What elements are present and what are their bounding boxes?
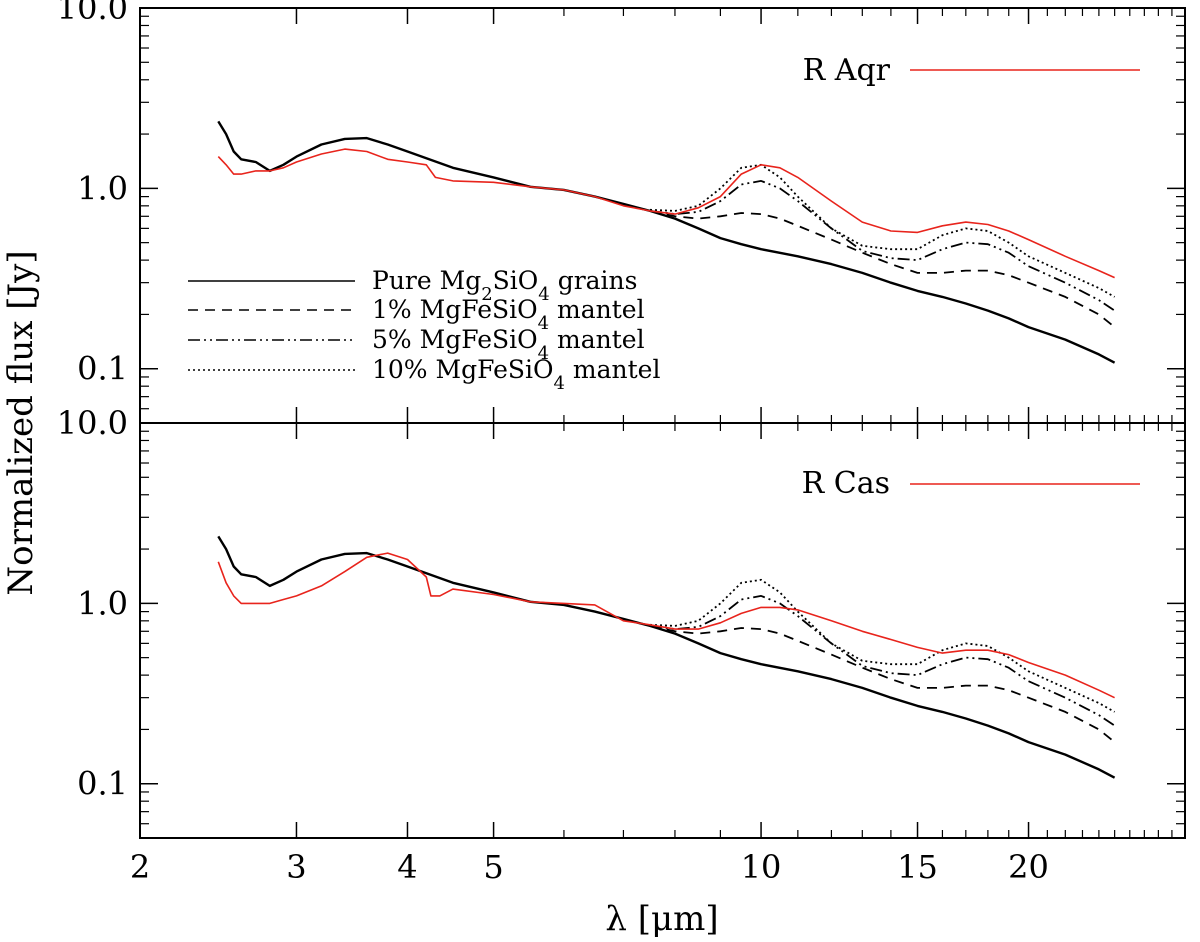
bottom-panel-model-curves xyxy=(217,535,1116,779)
y-tick-label: 0.1 xyxy=(77,350,128,388)
y-axis-label: Normalized flux [Jy] xyxy=(1,250,41,595)
bottom-panel-ticks xyxy=(139,422,1186,839)
x-tick-label: 20 xyxy=(1008,848,1049,886)
legend-label-10pct: 10% MgFeSiO4 mantel xyxy=(372,355,660,394)
top-panel-model-curves xyxy=(217,120,1116,364)
y-tick-label: 1.0 xyxy=(77,584,128,622)
top-panel-y-tick-labels: 0.1 1.0 10.0 xyxy=(57,0,128,388)
x-tick-labels: 2 3 4 5 10 15 20 xyxy=(130,848,1049,886)
observed-curve-r-cas xyxy=(217,552,1115,699)
bottom-panel-observed-curve xyxy=(217,552,1115,699)
legend-label-pure: Pure Mg2SiO4 grains xyxy=(372,266,637,305)
top-panel: 0.1 1.0 10.0 R Aqr Pure Mg2SiO4 grains 1% … xyxy=(57,0,1186,424)
y-tick-label: 0.1 xyxy=(77,765,128,803)
model-curve-solid xyxy=(217,120,1116,364)
model-curve-dashed xyxy=(649,625,1116,743)
x-tick-label: 3 xyxy=(286,848,306,886)
legend-entry-1pct: 1% MgFeSiO4 mantel xyxy=(188,295,645,334)
star-label-r-cas: R Cas xyxy=(802,466,890,501)
x-axis-label: λ [μm] xyxy=(605,899,718,939)
legend-label-1pct: 1% MgFeSiO4 mantel xyxy=(372,295,645,334)
y-tick-label: 10.0 xyxy=(57,404,128,442)
x-tick-label: 15 xyxy=(897,848,938,886)
top-panel-ticks xyxy=(139,7,1186,424)
y-tick-label: 10.0 xyxy=(57,0,128,27)
legend-label-5pct: 5% MgFeSiO4 mantel xyxy=(372,325,645,364)
model-curve-dotted xyxy=(649,163,1116,298)
model-curve-dashdotdot xyxy=(649,180,1116,312)
x-tick-label: 4 xyxy=(397,848,417,886)
legend-entry-pure: Pure Mg2SiO4 grains xyxy=(188,266,637,305)
star-label-r-aqr: R Aqr xyxy=(803,53,891,88)
model-curve-solid xyxy=(217,535,1116,779)
legend-entry-10pct: 10% MgFeSiO4 mantel xyxy=(188,355,660,394)
bottom-panel-star-legend: R Cas xyxy=(802,466,1140,501)
top-panel-observed-curve xyxy=(217,148,1115,279)
legend-entry-5pct: 5% MgFeSiO4 mantel xyxy=(188,325,645,364)
model-curve-dashed xyxy=(649,210,1116,328)
x-tick-label: 2 xyxy=(130,848,150,886)
model-curve-dotted xyxy=(649,578,1116,713)
y-tick-label: 1.0 xyxy=(77,169,128,207)
x-tick-label: 5 xyxy=(483,848,503,886)
top-panel-star-legend: R Aqr xyxy=(803,53,1140,88)
observed-curve-r-aqr xyxy=(217,148,1115,279)
model-curve-dashdotdot xyxy=(649,595,1116,727)
bottom-panel: 0.1 1.0 10.0 R Cas xyxy=(57,404,1186,839)
x-tick-label: 10 xyxy=(741,848,782,886)
bottom-panel-y-tick-labels: 0.1 1.0 10.0 xyxy=(57,404,128,803)
model-legend: Pure Mg2SiO4 grains 1% MgFeSiO4 mantel 5… xyxy=(188,266,660,394)
bottom-panel-frame xyxy=(139,422,1186,839)
